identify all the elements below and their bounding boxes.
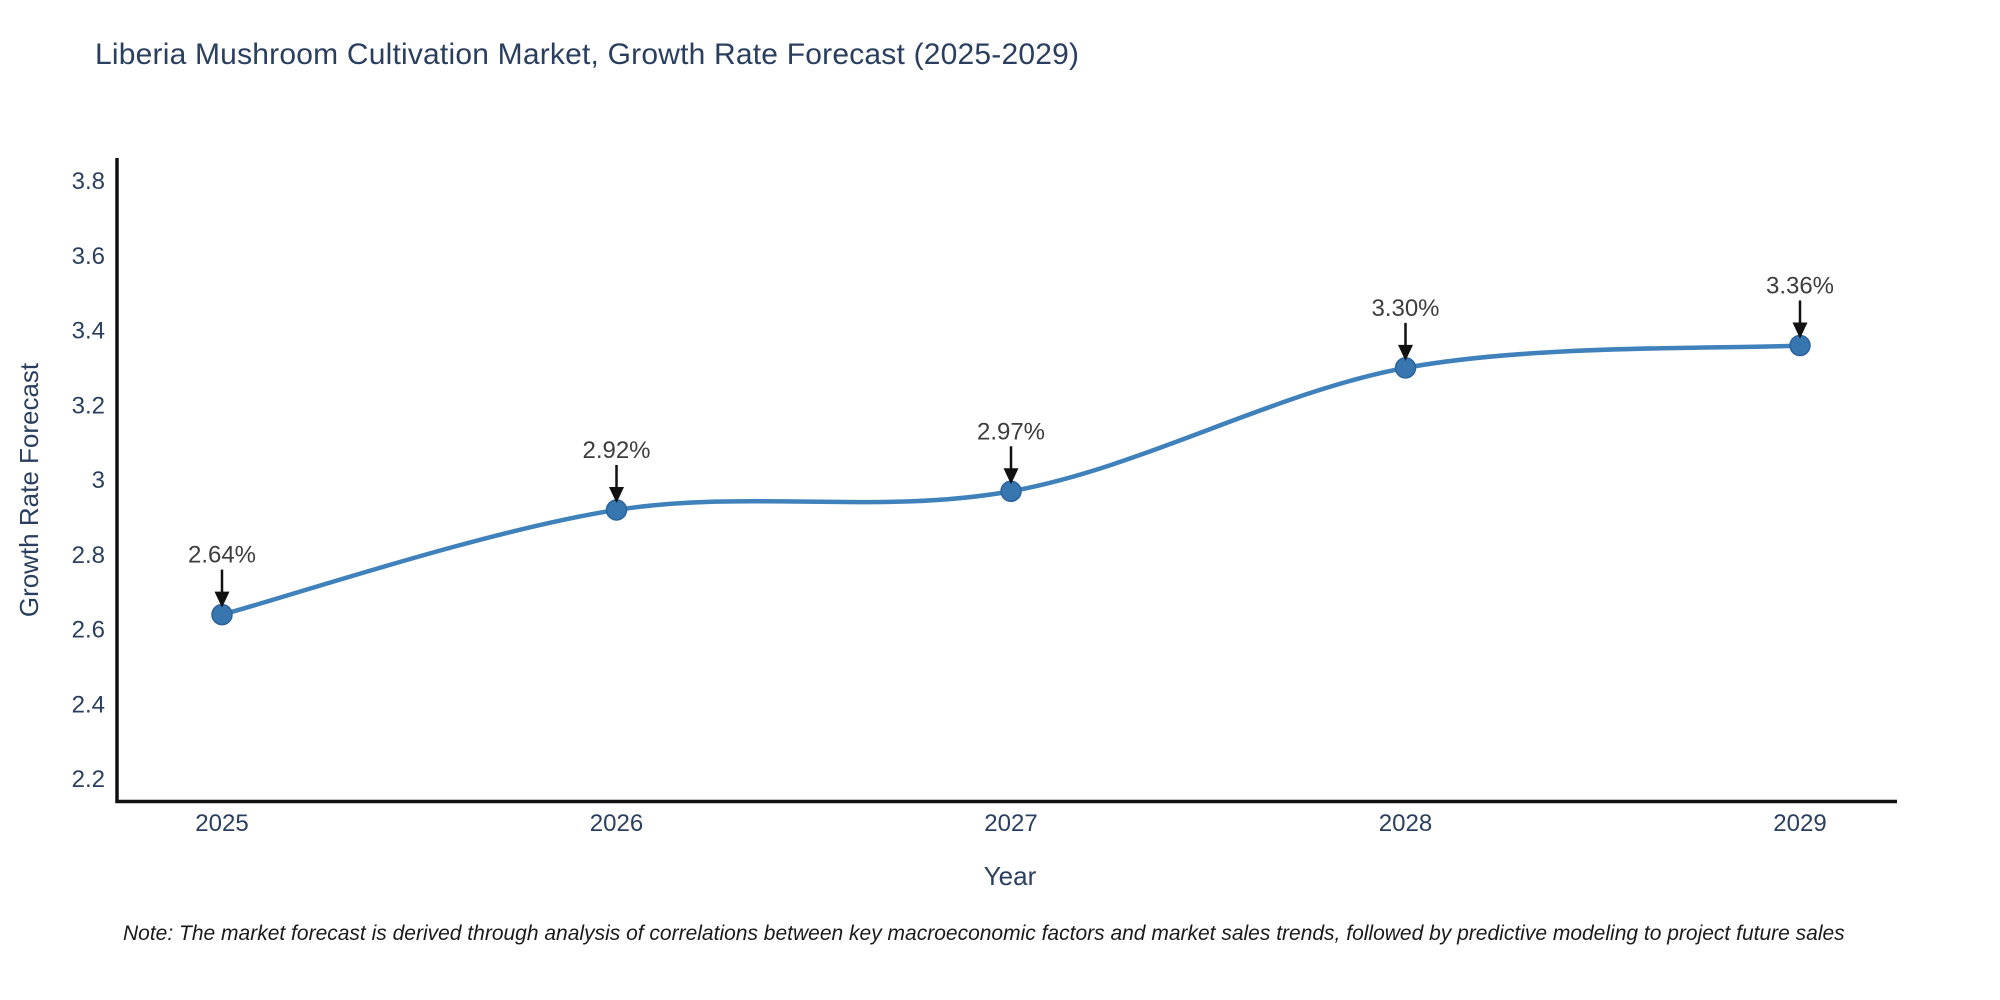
y-tick-label: 3.8 <box>72 168 105 195</box>
annotation-label-2025: 2.64% <box>188 542 256 569</box>
annotation-label-2028: 3.30% <box>1371 295 1439 322</box>
y-tick-label: 3.2 <box>72 392 105 419</box>
y-tick-label: 2.2 <box>72 766 105 793</box>
annotation-label-2029: 3.36% <box>1766 272 1834 299</box>
annotation-label-2026: 2.92% <box>582 437 650 464</box>
chart-title: Liberia Mushroom Cultivation Market, Gro… <box>95 38 1080 71</box>
y-tick-label: 3 <box>92 467 105 494</box>
annotation-arrowhead-2027 <box>1003 468 1019 485</box>
x-tick-label: 2025 <box>195 810 248 837</box>
y-tick-label: 2.4 <box>72 691 105 718</box>
y-tick-label: 2.6 <box>72 617 105 644</box>
x-axis-title: Year <box>984 861 1037 891</box>
x-tick-label: 2029 <box>1773 810 1826 837</box>
y-tick-label: 3.4 <box>72 318 105 345</box>
y-axis-title: Growth Rate Forecast <box>14 362 44 617</box>
y-tick-label: 3.6 <box>72 243 105 270</box>
x-tick-label: 2026 <box>590 810 643 837</box>
x-tick-label: 2027 <box>984 810 1037 837</box>
x-tick-label: 2028 <box>1379 810 1432 837</box>
footnote: Note: The market forecast is derived thr… <box>123 922 1845 945</box>
annotation-arrowhead-2025 <box>214 591 230 608</box>
y-tick-label: 2.8 <box>72 542 105 569</box>
annotation-label-2027: 2.97% <box>977 418 1045 445</box>
annotation-arrowhead-2029 <box>1792 322 1808 339</box>
annotation-arrowhead-2026 <box>609 486 624 503</box>
annotation-arrowhead-2028 <box>1398 344 1413 361</box>
